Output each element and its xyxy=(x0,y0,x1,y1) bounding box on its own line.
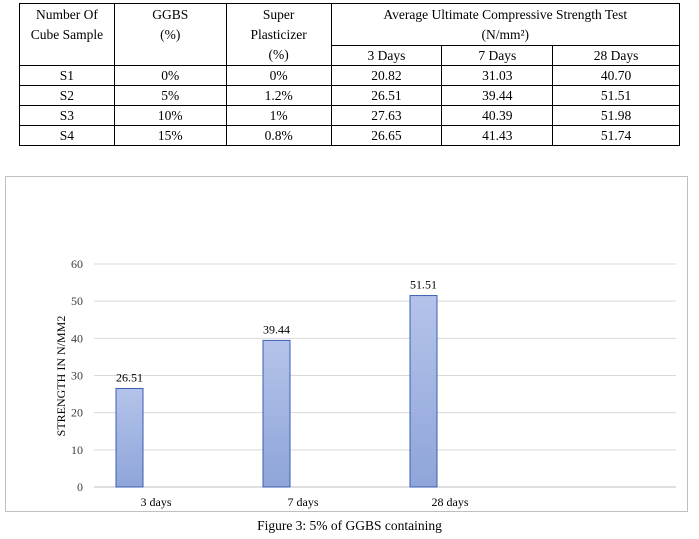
header-3-days: 3 Days xyxy=(330,45,443,66)
y-tick-label: 20 xyxy=(71,406,83,420)
data-label: 39.44 xyxy=(263,322,290,336)
table-cell: 51.98 xyxy=(552,105,680,126)
y-tick-label: 0 xyxy=(77,480,83,494)
x-axis-ticks: 3 days 7 days 28 days xyxy=(141,495,469,509)
table-cell: 0% xyxy=(225,65,332,86)
table-cell: 40.39 xyxy=(441,105,554,126)
header-cube-sample-line1: Number Of xyxy=(36,7,98,22)
header-cube-sample-line2: Cube Sample xyxy=(30,27,104,42)
y-tick-label: 10 xyxy=(71,443,83,457)
chart-data-labels: 26.51 39.44 51.51 xyxy=(116,278,437,385)
y-tick-label: 60 xyxy=(71,257,83,271)
table-cell: 20.82 xyxy=(330,65,443,86)
table-cell: 10% xyxy=(113,105,227,126)
table-row: S1 0% 0% 20.82 31.03 40.70 xyxy=(19,65,680,86)
table-cell: S1 xyxy=(19,65,115,86)
table-cell: 26.51 xyxy=(330,85,443,106)
y-tick-label: 50 xyxy=(71,294,83,308)
table-cell: 0% xyxy=(113,65,227,86)
header-ggbs-line2: (%) xyxy=(160,27,181,42)
table-cell: 26.65 xyxy=(330,125,443,146)
header-sp-line3: (%) xyxy=(268,47,289,62)
header-strength-line1: Average Ultimate Compressive Strength Te… xyxy=(383,7,628,22)
chart-bars xyxy=(115,295,438,488)
table-cell: 27.63 xyxy=(330,105,443,126)
header-ggbs-line1: GGBS xyxy=(152,7,189,22)
y-axis-ticks: 0 10 20 30 40 50 60 xyxy=(71,257,83,494)
figure-caption: Figure 3: 5% of GGBS containing xyxy=(257,518,442,533)
header-28-days: 28 Days xyxy=(552,45,680,66)
bar-chart: 0 10 20 30 40 50 60 26.51 39.44 51.51 3 days 7 da… xyxy=(54,257,676,509)
table-row: S3 10% 1% 27.63 40.39 51.98 xyxy=(19,105,680,126)
results-table: Number Of Cube Sample GGBS (%) Super Pla… xyxy=(19,3,681,146)
table-cell: S3 xyxy=(19,105,115,126)
table-cell: 41.43 xyxy=(441,125,554,146)
table-cell: S4 xyxy=(19,125,115,146)
table-cell: 1% xyxy=(225,105,332,126)
chart-container: 0 10 20 30 40 50 60 26.51 39.44 51.51 3 days 7 da… xyxy=(5,176,688,512)
header-strength-unit: (N/mm²) xyxy=(481,27,530,42)
bar xyxy=(262,339,291,488)
x-tick-label: 7 days xyxy=(288,495,319,509)
table-row: S4 15% 0.8% 26.65 41.43 51.74 xyxy=(19,125,680,146)
table-cell: S2 xyxy=(19,85,115,106)
x-tick-label: 3 days xyxy=(141,495,172,509)
table-cell: 5% xyxy=(113,85,227,106)
header-strength-group: Average Ultimate Compressive Strength Te… xyxy=(330,3,681,46)
x-tick-label: 28 days xyxy=(432,495,469,509)
data-label: 51.51 xyxy=(410,278,437,292)
header-super-plasticizer: Super Plasticizer (%) xyxy=(225,3,332,66)
table-body: S1 0% 0% 20.82 31.03 40.70 S2 5% 1.2% 26.51 39.44 5… xyxy=(19,65,680,146)
table-cell: 15% xyxy=(113,125,227,146)
header-sp-line2: Plasticizer xyxy=(250,27,307,42)
data-label: 26.51 xyxy=(116,370,143,384)
table-cell: 1.2% xyxy=(225,85,332,106)
header-7-days: 7 Days xyxy=(441,45,554,66)
header-sp-line1: Super xyxy=(262,7,295,22)
y-axis-label: STRENGTH IN N/MM2 xyxy=(54,316,68,437)
table-cell: 51.74 xyxy=(552,125,680,146)
bar xyxy=(409,295,438,488)
bar xyxy=(115,387,144,488)
table-row: S2 5% 1.2% 26.51 39.44 51.51 xyxy=(19,85,680,106)
y-tick-label: 30 xyxy=(71,369,83,383)
table-cell: 31.03 xyxy=(441,65,554,86)
table-cell: 0.8% xyxy=(225,125,332,146)
table-cell: 40.70 xyxy=(552,65,680,86)
table-cell: 39.44 xyxy=(441,85,554,106)
header-cube-sample: Number Of Cube Sample xyxy=(19,3,115,66)
header-ggbs: GGBS (%) xyxy=(113,3,227,66)
chart-gridlines xyxy=(94,263,676,488)
y-tick-label: 40 xyxy=(71,331,83,345)
table-cell: 51.51 xyxy=(552,85,680,106)
